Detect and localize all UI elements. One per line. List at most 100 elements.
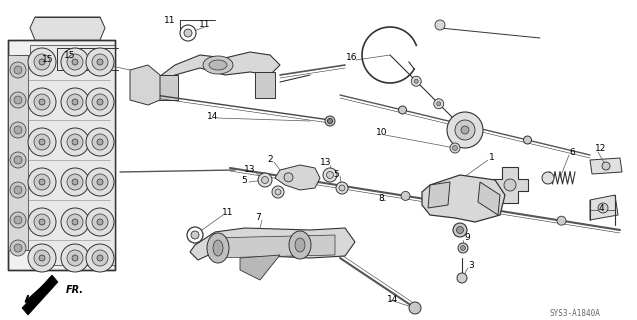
Circle shape [92, 54, 108, 70]
Circle shape [34, 94, 50, 110]
Polygon shape [130, 65, 160, 105]
Polygon shape [275, 165, 320, 190]
Polygon shape [590, 195, 618, 220]
Text: 5: 5 [241, 175, 247, 185]
Circle shape [258, 173, 272, 187]
Circle shape [97, 219, 103, 225]
Circle shape [67, 250, 83, 266]
Text: 11: 11 [164, 15, 175, 25]
Polygon shape [428, 182, 450, 208]
Polygon shape [15, 45, 115, 265]
Polygon shape [422, 175, 505, 222]
Circle shape [191, 231, 199, 239]
Circle shape [409, 302, 421, 314]
Circle shape [34, 134, 50, 150]
Ellipse shape [203, 56, 233, 74]
Text: 1: 1 [489, 153, 495, 162]
Text: 16: 16 [347, 52, 358, 61]
Circle shape [504, 179, 516, 191]
Text: 2: 2 [267, 155, 273, 164]
Circle shape [61, 88, 89, 116]
Polygon shape [210, 235, 335, 258]
Text: 13: 13 [244, 164, 255, 173]
Circle shape [327, 118, 333, 124]
Circle shape [524, 136, 531, 144]
Circle shape [97, 179, 103, 185]
Circle shape [10, 62, 26, 78]
Circle shape [97, 255, 103, 261]
Text: 11: 11 [222, 207, 234, 217]
Text: 4: 4 [598, 204, 604, 212]
Text: 11: 11 [199, 20, 211, 28]
Text: 13: 13 [320, 157, 332, 166]
Circle shape [452, 146, 457, 150]
Polygon shape [255, 72, 275, 98]
Polygon shape [478, 182, 500, 215]
Circle shape [437, 102, 441, 106]
Circle shape [86, 208, 114, 236]
Polygon shape [8, 55, 28, 250]
Circle shape [92, 214, 108, 230]
Circle shape [34, 54, 50, 70]
Circle shape [557, 216, 566, 225]
Circle shape [92, 94, 108, 110]
Circle shape [479, 204, 488, 213]
Circle shape [97, 99, 103, 105]
Circle shape [180, 25, 196, 41]
Circle shape [97, 139, 103, 145]
Circle shape [602, 162, 610, 170]
Circle shape [447, 112, 483, 148]
Circle shape [401, 191, 410, 200]
Circle shape [323, 168, 337, 182]
Circle shape [34, 174, 50, 190]
Circle shape [461, 121, 469, 129]
Circle shape [10, 240, 26, 256]
Text: 6: 6 [569, 148, 575, 156]
Circle shape [14, 186, 22, 194]
Text: 14: 14 [387, 294, 399, 303]
Ellipse shape [207, 233, 229, 263]
Text: 8: 8 [378, 194, 384, 203]
Circle shape [61, 168, 89, 196]
Circle shape [14, 244, 22, 252]
Circle shape [414, 79, 419, 83]
Text: 15: 15 [64, 51, 76, 60]
Circle shape [67, 214, 83, 230]
Circle shape [72, 139, 78, 145]
Polygon shape [8, 40, 115, 270]
Circle shape [284, 173, 293, 182]
Circle shape [336, 182, 348, 194]
Circle shape [86, 128, 114, 156]
Circle shape [72, 255, 78, 261]
Circle shape [542, 172, 554, 184]
Polygon shape [22, 275, 58, 315]
Circle shape [399, 106, 406, 114]
Circle shape [39, 139, 45, 145]
Circle shape [39, 59, 45, 65]
Circle shape [461, 126, 469, 134]
Circle shape [61, 244, 89, 272]
Ellipse shape [209, 60, 227, 70]
Circle shape [10, 212, 26, 228]
Polygon shape [190, 228, 355, 260]
Circle shape [14, 96, 22, 104]
Circle shape [61, 128, 89, 156]
Ellipse shape [289, 231, 311, 259]
Circle shape [39, 219, 45, 225]
Circle shape [86, 244, 114, 272]
Polygon shape [492, 167, 528, 203]
Circle shape [275, 189, 281, 195]
Ellipse shape [213, 240, 223, 256]
Circle shape [86, 168, 114, 196]
Circle shape [457, 227, 464, 234]
Circle shape [61, 208, 89, 236]
Circle shape [10, 152, 26, 168]
Polygon shape [590, 158, 622, 174]
Circle shape [10, 182, 26, 198]
Circle shape [339, 185, 345, 191]
Circle shape [67, 174, 83, 190]
Circle shape [434, 99, 444, 109]
Circle shape [14, 156, 22, 164]
Circle shape [450, 143, 460, 153]
Circle shape [327, 172, 334, 179]
